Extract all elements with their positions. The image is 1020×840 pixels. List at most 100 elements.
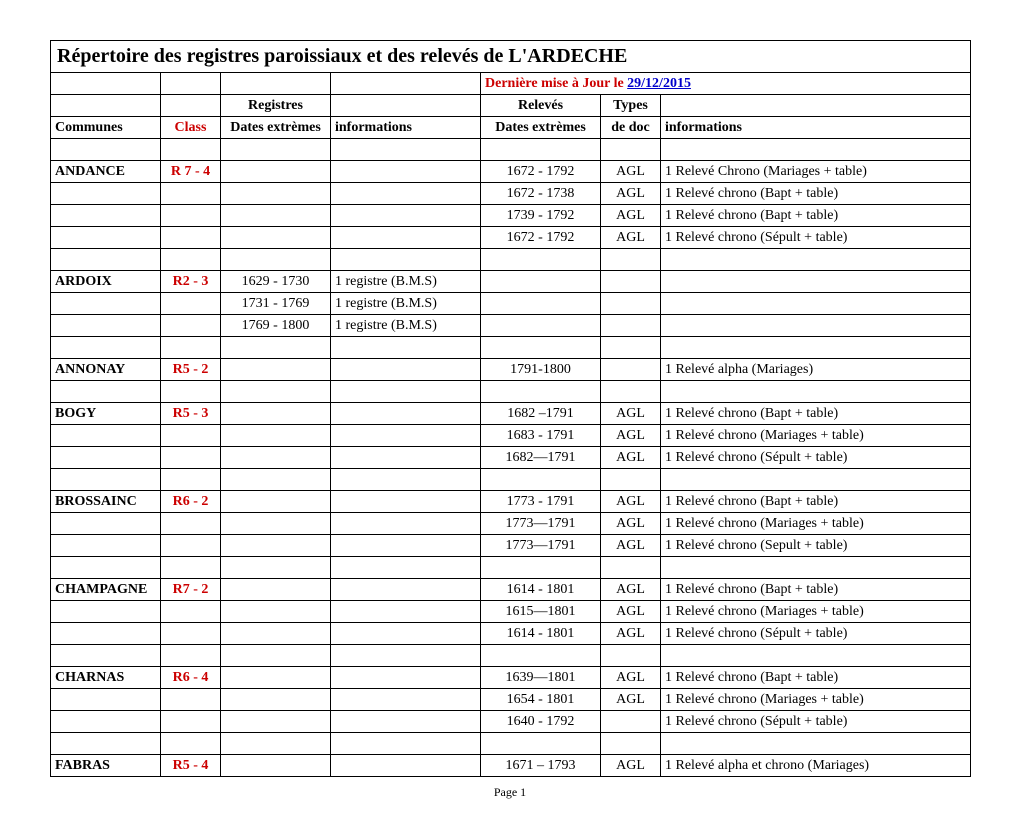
table-row xyxy=(51,337,971,359)
type-cell xyxy=(601,359,661,381)
commune-cell xyxy=(51,513,161,535)
table-row: 1614 - 1801AGL1 Relevé chrono (Sépult + … xyxy=(51,623,971,645)
class-cell xyxy=(161,425,221,447)
commune-cell xyxy=(51,315,161,337)
table-row xyxy=(51,733,971,755)
update-date-link[interactable]: 29/12/2015 xyxy=(627,76,691,91)
type-cell: AGL xyxy=(601,425,661,447)
reg-dates-cell xyxy=(221,711,331,733)
rel-dates-cell: 1773—1791 xyxy=(481,535,601,557)
reg-dates-cell xyxy=(221,227,331,249)
rel-info-cell xyxy=(661,271,971,293)
reg-dates-cell xyxy=(221,755,331,777)
reg-info-cell xyxy=(331,491,481,513)
commune-cell: ANNONAY xyxy=(51,359,161,381)
update-row: Dernière mise à Jour le 29/12/2015 xyxy=(51,73,971,95)
reg-info-cell xyxy=(331,403,481,425)
commune-cell xyxy=(51,293,161,315)
commune-cell xyxy=(51,623,161,645)
rel-info-cell: 1 Relevé alpha et chrono (Mariages) xyxy=(661,755,971,777)
table-row xyxy=(51,381,971,403)
class-cell: R5 - 2 xyxy=(161,359,221,381)
reg-info-cell xyxy=(331,227,481,249)
type-cell: AGL xyxy=(601,183,661,205)
class-cell: R 7 - 4 xyxy=(161,161,221,183)
reg-dates-cell xyxy=(221,579,331,601)
column-header-row: Communes Class Dates extrèmes informatio… xyxy=(51,117,971,139)
reg-dates-cell xyxy=(221,623,331,645)
rel-dates-cell: 1614 - 1801 xyxy=(481,623,601,645)
class-cell: R6 - 4 xyxy=(161,667,221,689)
commune-cell xyxy=(51,711,161,733)
rel-info-cell: 1 Relevé chrono (Sépult + table) xyxy=(661,711,971,733)
reg-info-cell xyxy=(331,425,481,447)
rel-info-cell: 1 Relevé chrono (Bapt + table) xyxy=(661,579,971,601)
reg-info-cell xyxy=(331,183,481,205)
table-row: 1769 - 18001 registre (B.M.S) xyxy=(51,315,971,337)
update-prefix: Dernière mise à Jour le xyxy=(485,76,627,91)
rel-dates-cell: 1640 - 1792 xyxy=(481,711,601,733)
commune-cell: FABRAS xyxy=(51,755,161,777)
class-cell: R6 - 2 xyxy=(161,491,221,513)
commune-cell: ARDOIX xyxy=(51,271,161,293)
type-cell: AGL xyxy=(601,161,661,183)
commune-cell xyxy=(51,601,161,623)
reg-info-cell xyxy=(331,755,481,777)
type-cell xyxy=(601,711,661,733)
rel-dates-cell: 1773—1791 xyxy=(481,513,601,535)
reg-info-cell xyxy=(331,447,481,469)
rel-info-cell: 1 Relevé chrono (Mariages + table) xyxy=(661,601,971,623)
table-row: FABRASR5 - 41671 – 1793AGL1 Relevé alpha… xyxy=(51,755,971,777)
commune-cell xyxy=(51,425,161,447)
type-cell xyxy=(601,315,661,337)
rel-info-cell: 1 Relevé chrono (Mariages + table) xyxy=(661,689,971,711)
col-dedoc: de doc xyxy=(601,117,661,139)
rel-info-cell xyxy=(661,293,971,315)
reg-dates-cell xyxy=(221,161,331,183)
table-row xyxy=(51,139,971,161)
type-cell: AGL xyxy=(601,491,661,513)
reg-info-cell xyxy=(331,689,481,711)
table-row: 1683 - 1791AGL1 Relevé chrono (Mariages … xyxy=(51,425,971,447)
rel-info-cell: 1 Relevé chrono (Bapt + table) xyxy=(661,403,971,425)
hdr-releves: Relevés xyxy=(481,95,601,117)
class-cell xyxy=(161,183,221,205)
reg-info-cell xyxy=(331,205,481,227)
table-row: 1640 - 1792 1 Relevé chrono (Sépult + tab… xyxy=(51,711,971,733)
commune-cell: CHARNAS xyxy=(51,667,161,689)
commune-cell xyxy=(51,183,161,205)
commune-cell: ANDANCE xyxy=(51,161,161,183)
class-cell xyxy=(161,447,221,469)
reg-info-cell xyxy=(331,601,481,623)
reg-dates-cell xyxy=(221,491,331,513)
type-cell: AGL xyxy=(601,447,661,469)
type-cell: AGL xyxy=(601,623,661,645)
commune-cell xyxy=(51,447,161,469)
commune-cell xyxy=(51,535,161,557)
rel-dates-cell: 1672 - 1792 xyxy=(481,227,601,249)
type-cell: AGL xyxy=(601,227,661,249)
reg-dates-cell xyxy=(221,359,331,381)
type-cell xyxy=(601,271,661,293)
commune-cell xyxy=(51,227,161,249)
table-row: 1654 - 1801AGL1 Relevé chrono (Mariages … xyxy=(51,689,971,711)
rel-dates-cell xyxy=(481,271,601,293)
reg-info-cell xyxy=(331,359,481,381)
rel-info-cell: 1 Relevé chrono (Sepult + table) xyxy=(661,535,971,557)
update-cell: Dernière mise à Jour le 29/12/2015 xyxy=(481,73,971,95)
reg-dates-cell xyxy=(221,205,331,227)
table-row: ARDOIXR2 - 31629 - 17301 registre (B.M.S… xyxy=(51,271,971,293)
page-footer: Page 1 xyxy=(50,785,970,800)
rel-dates-cell: 1682 –1791 xyxy=(481,403,601,425)
hdr-types: Types xyxy=(601,95,661,117)
class-cell: R5 - 4 xyxy=(161,755,221,777)
reg-dates-cell xyxy=(221,601,331,623)
registry-table: Répertoire des registres paroissiaux et … xyxy=(50,40,971,777)
type-cell: AGL xyxy=(601,579,661,601)
col-info1: informations xyxy=(331,117,481,139)
table-row: 1731 - 17691 registre (B.M.S) xyxy=(51,293,971,315)
type-cell: AGL xyxy=(601,205,661,227)
class-cell: R2 - 3 xyxy=(161,271,221,293)
class-cell xyxy=(161,689,221,711)
rel-info-cell: 1 Relevé chrono (Bapt + table) xyxy=(661,205,971,227)
